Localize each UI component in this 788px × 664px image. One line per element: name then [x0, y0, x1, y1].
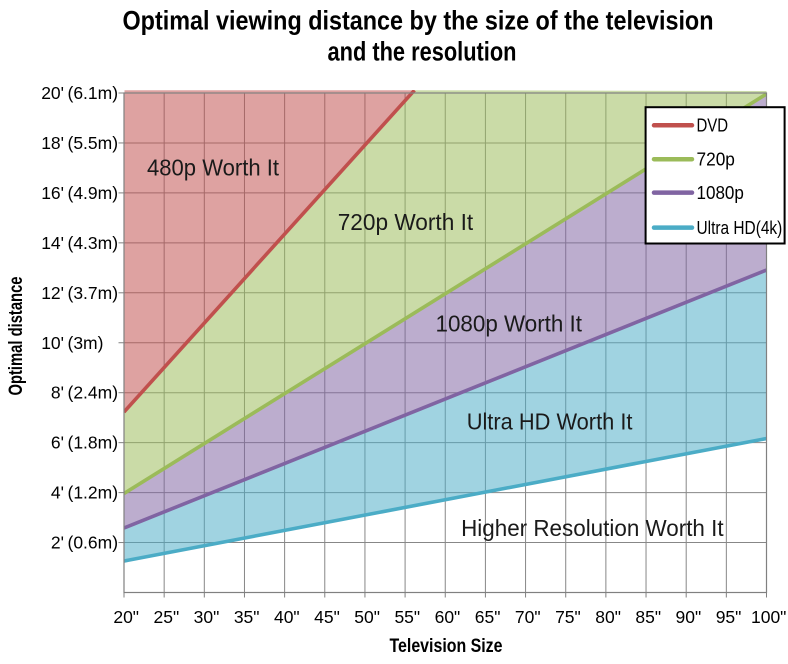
svg-text:45": 45" — [314, 607, 340, 627]
svg-text:(1.8m): (1.8m) — [68, 433, 119, 453]
svg-text:(3m): (3m) — [68, 333, 104, 353]
svg-text:2': 2' — [51, 533, 64, 553]
svg-text:20": 20" — [113, 607, 139, 627]
svg-text:18': 18' — [41, 133, 64, 153]
svg-text:90": 90" — [676, 607, 702, 627]
svg-text:20': 20' — [41, 83, 64, 103]
svg-text:25": 25" — [154, 607, 180, 627]
svg-text:(2.4m): (2.4m) — [68, 383, 119, 403]
svg-text:50": 50" — [354, 607, 380, 627]
svg-text:(4.9m): (4.9m) — [68, 183, 119, 203]
svg-text:30": 30" — [194, 607, 220, 627]
svg-text:(4.3m): (4.3m) — [68, 233, 119, 253]
svg-text:80": 80" — [595, 607, 621, 627]
svg-text:100": 100" — [751, 607, 786, 627]
svg-text:4': 4' — [51, 483, 64, 503]
svg-text:1080p: 1080p — [697, 183, 744, 203]
svg-text:16': 16' — [41, 183, 64, 203]
svg-text:85": 85" — [635, 607, 661, 627]
svg-text:1080p Worth It: 1080p Worth It — [436, 311, 583, 337]
svg-text:Ultra HD(4k): Ultra HD(4k) — [697, 218, 783, 238]
svg-text:720p: 720p — [697, 149, 735, 169]
svg-text:Television Size: Television Size — [390, 636, 503, 657]
svg-text:Higher Resolution Worth It: Higher Resolution Worth It — [461, 515, 724, 541]
svg-text:35": 35" — [234, 607, 260, 627]
svg-text:(5.5m): (5.5m) — [68, 133, 119, 153]
svg-text:(3.7m): (3.7m) — [68, 283, 119, 303]
svg-text:(6.1m): (6.1m) — [68, 83, 119, 103]
svg-text:and the resolution: and the resolution — [328, 37, 517, 67]
svg-text:75": 75" — [555, 607, 581, 627]
svg-text:6': 6' — [51, 433, 64, 453]
svg-text:40": 40" — [274, 607, 300, 627]
svg-text:DVD: DVD — [697, 116, 729, 136]
svg-text:Ultra HD Worth It: Ultra HD Worth It — [467, 409, 633, 435]
svg-text:10': 10' — [41, 333, 64, 353]
svg-text:55": 55" — [394, 607, 420, 627]
svg-text:720p Worth It: 720p Worth It — [338, 209, 474, 235]
svg-text:(0.6m): (0.6m) — [68, 533, 119, 553]
svg-text:Optimal viewing distance by th: Optimal viewing distance by the size of … — [123, 6, 714, 36]
svg-text:95": 95" — [716, 607, 742, 627]
svg-text:(1.2m): (1.2m) — [68, 483, 119, 503]
svg-text:Optimal distance: Optimal distance — [6, 277, 27, 396]
svg-text:70": 70" — [515, 607, 541, 627]
svg-text:65": 65" — [475, 607, 501, 627]
svg-text:12': 12' — [41, 283, 64, 303]
svg-text:8': 8' — [51, 383, 64, 403]
svg-text:60": 60" — [435, 607, 461, 627]
svg-text:480p Worth It: 480p Worth It — [147, 155, 280, 181]
svg-text:14': 14' — [41, 233, 64, 253]
